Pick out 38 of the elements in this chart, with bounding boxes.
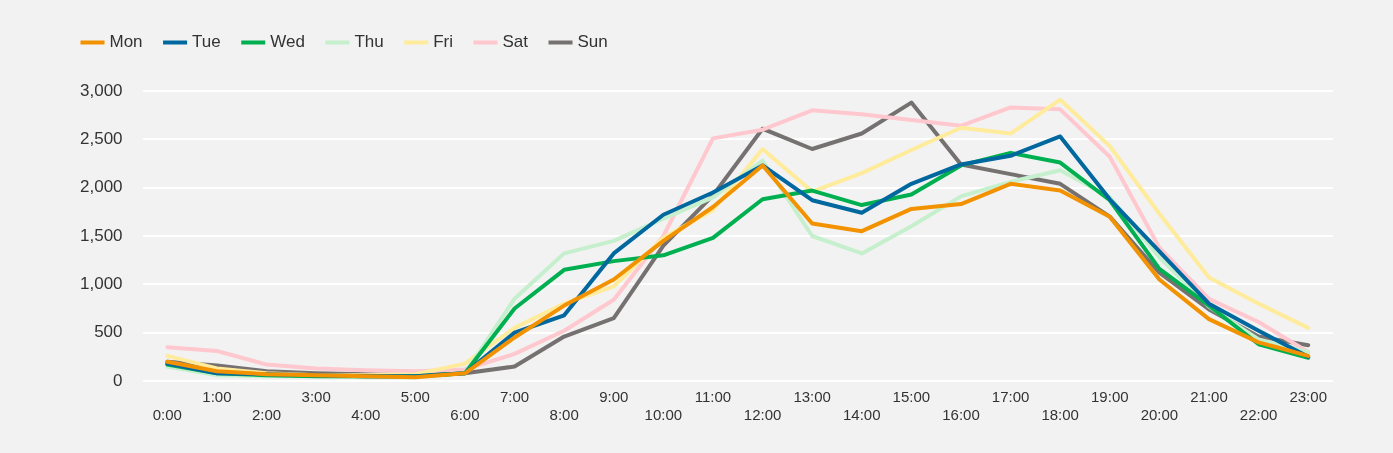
x-tick-label: 22:00 — [1239, 406, 1278, 424]
x-tick-label: 3:00 — [301, 388, 331, 406]
x-tick-label: 14:00 — [843, 406, 881, 424]
legend-label: Tue — [192, 32, 221, 52]
x-tick-label: 2:00 — [251, 406, 282, 424]
y-tick-label: 1,000 — [79, 274, 123, 294]
legend-label: Sun — [577, 32, 608, 52]
legend-label: Mon — [109, 32, 143, 52]
legend-label: Thu — [354, 32, 384, 52]
x-tick-label: 11:00 — [694, 388, 732, 406]
x-tick-label: 1:00 — [202, 388, 232, 406]
x-tick-label: 0:00 — [152, 406, 182, 424]
x-tick-label: 17:00 — [991, 388, 1030, 406]
y-tick-label: 3,000 — [79, 80, 123, 100]
x-tick-label: 8:00 — [549, 406, 579, 424]
y-tick-label: 500 — [94, 322, 123, 342]
x-tick-label: 10:00 — [644, 406, 683, 424]
y-tick-label: 2,000 — [79, 177, 123, 197]
x-tick-label: 12:00 — [743, 406, 782, 424]
x-tick-label: 18:00 — [1041, 406, 1079, 424]
y-tick-label: 2,500 — [79, 129, 123, 149]
x-tick-label: 15:00 — [892, 388, 931, 406]
x-tick-label: 19:00 — [1091, 388, 1129, 406]
x-tick-label: 13:00 — [793, 388, 831, 406]
x-tick-label: 9:00 — [599, 388, 629, 406]
x-tick-label: 6:00 — [450, 406, 480, 424]
x-tick-label: 4:00 — [351, 406, 381, 424]
x-tick-label: 5:00 — [400, 388, 430, 406]
legend-label: Wed — [270, 32, 305, 52]
y-tick-label: 0 — [113, 370, 123, 390]
legend-label: Fri — [433, 32, 453, 52]
x-tick-label: 7:00 — [499, 388, 530, 406]
y-tick-label: 1,500 — [79, 225, 123, 245]
legend-label: Sat — [502, 32, 529, 52]
x-tick-label: 16:00 — [942, 406, 980, 424]
x-tick-label: 21:00 — [1190, 388, 1228, 406]
x-tick-label: 20:00 — [1140, 406, 1179, 424]
x-tick-label: 23:00 — [1289, 388, 1327, 406]
